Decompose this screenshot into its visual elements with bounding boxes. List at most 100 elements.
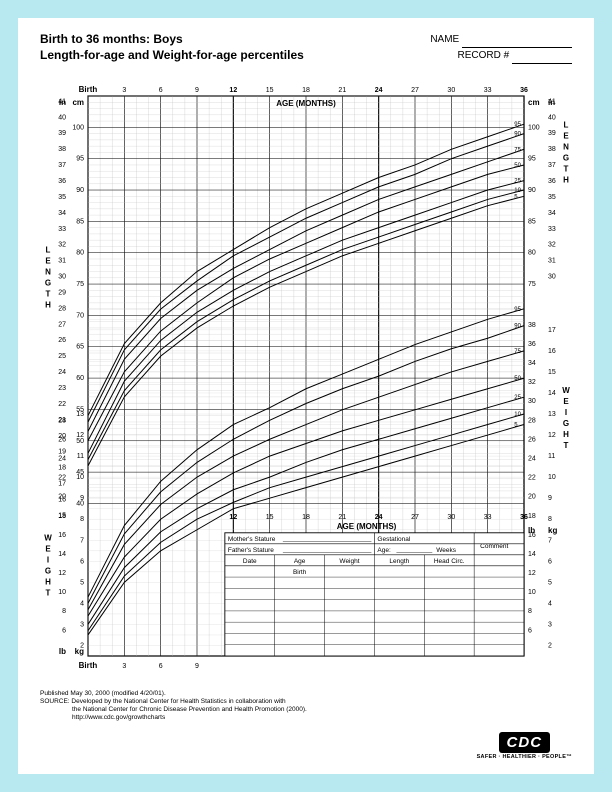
svg-text:lb: lb — [528, 526, 535, 535]
svg-text:24: 24 — [375, 87, 383, 94]
svg-text:18: 18 — [528, 513, 536, 520]
svg-text:5: 5 — [80, 579, 84, 586]
svg-text:26: 26 — [58, 337, 66, 344]
svg-text:95: 95 — [514, 307, 521, 313]
svg-text:12: 12 — [58, 570, 66, 577]
svg-text:6: 6 — [159, 663, 163, 670]
svg-text:27: 27 — [58, 321, 66, 328]
svg-text:75: 75 — [514, 147, 521, 153]
svg-text:H: H — [45, 577, 51, 586]
svg-text:80: 80 — [76, 250, 84, 257]
svg-text:E: E — [45, 257, 51, 266]
svg-text:Weeks: Weeks — [436, 547, 456, 554]
footer-line-4: http://www.cdc.gov/growthcharts — [40, 714, 572, 722]
svg-text:30: 30 — [58, 274, 66, 281]
record-field[interactable] — [512, 63, 572, 64]
svg-text:28: 28 — [528, 417, 536, 424]
svg-text:80: 80 — [528, 250, 536, 257]
svg-text:2: 2 — [548, 642, 552, 649]
svg-text:24: 24 — [375, 514, 383, 521]
svg-text:95: 95 — [76, 156, 84, 163]
svg-text:N: N — [45, 268, 51, 277]
svg-text:36: 36 — [528, 341, 536, 348]
svg-text:11: 11 — [548, 453, 555, 460]
svg-text:13: 13 — [76, 411, 84, 418]
svg-text:25: 25 — [514, 179, 521, 185]
svg-text:50: 50 — [514, 163, 521, 169]
svg-text:24: 24 — [58, 455, 66, 462]
svg-text:22: 22 — [58, 475, 66, 482]
svg-text:36: 36 — [520, 514, 528, 521]
svg-text:33: 33 — [548, 226, 556, 233]
svg-text:20: 20 — [528, 494, 536, 501]
growth-chart: Birth369121518212427303336AGE (MONTHS)Bi… — [40, 68, 572, 688]
svg-text:L: L — [46, 246, 51, 255]
svg-text:T: T — [46, 290, 51, 299]
header-left: Birth to 36 months: Boys Length-for-age … — [40, 32, 304, 64]
svg-text:Age: Age — [294, 558, 306, 565]
svg-text:8: 8 — [62, 608, 66, 615]
svg-text:90: 90 — [76, 187, 84, 194]
svg-text:4: 4 — [80, 600, 84, 607]
svg-text:95: 95 — [528, 156, 536, 163]
svg-text:33: 33 — [484, 514, 492, 521]
svg-text:10: 10 — [514, 412, 521, 418]
svg-text:75: 75 — [528, 281, 536, 288]
svg-text:E: E — [45, 544, 51, 553]
svg-text:H: H — [45, 301, 51, 310]
svg-text:37: 37 — [58, 162, 66, 169]
svg-text:in: in — [59, 98, 66, 107]
svg-text:8: 8 — [528, 608, 532, 615]
svg-text:6: 6 — [548, 558, 552, 565]
svg-text:90: 90 — [528, 187, 536, 194]
svg-text:24: 24 — [58, 369, 66, 376]
svg-text:27: 27 — [411, 87, 419, 94]
svg-text:85: 85 — [528, 218, 536, 225]
svg-text:50: 50 — [514, 376, 521, 382]
svg-text:Mother's Stature: Mother's Stature — [228, 536, 276, 543]
svg-text:7: 7 — [548, 537, 552, 544]
svg-text:Length: Length — [389, 558, 409, 565]
svg-text:18: 18 — [58, 513, 66, 520]
svg-text:39: 39 — [58, 130, 66, 137]
svg-text:60: 60 — [76, 375, 84, 382]
cdc-logo: CDC — [499, 732, 551, 753]
svg-text:Birth: Birth — [79, 85, 98, 94]
svg-text:kg: kg — [548, 526, 557, 535]
svg-text:30: 30 — [447, 87, 455, 94]
svg-text:12: 12 — [528, 570, 536, 577]
svg-text:22: 22 — [528, 475, 536, 482]
svg-text:31: 31 — [548, 258, 556, 265]
svg-text:28: 28 — [58, 417, 66, 424]
name-label: NAME — [430, 34, 459, 45]
page: Birth to 36 months: Boys Length-for-age … — [18, 18, 594, 774]
svg-text:36: 36 — [58, 178, 66, 185]
svg-text:15: 15 — [266, 87, 274, 94]
svg-text:Comment: Comment — [480, 543, 508, 550]
svg-text:32: 32 — [58, 242, 66, 249]
svg-text:kg: kg — [75, 647, 84, 656]
svg-text:Weight: Weight — [339, 558, 359, 565]
svg-text:W: W — [562, 386, 570, 395]
svg-text:G: G — [45, 566, 51, 575]
svg-text:cm: cm — [72, 98, 84, 107]
svg-text:35: 35 — [548, 194, 556, 201]
svg-text:E: E — [563, 131, 569, 140]
svg-text:85: 85 — [76, 218, 84, 225]
svg-text:10: 10 — [528, 589, 536, 596]
svg-text:36: 36 — [548, 178, 556, 185]
svg-text:8: 8 — [80, 516, 84, 523]
svg-text:70: 70 — [76, 312, 84, 319]
svg-text:6: 6 — [80, 558, 84, 565]
svg-text:3: 3 — [122, 663, 126, 670]
svg-text:5: 5 — [514, 423, 518, 429]
svg-text:37: 37 — [548, 162, 556, 169]
svg-text:18: 18 — [302, 87, 310, 94]
svg-text:17: 17 — [548, 327, 556, 334]
svg-text:Gestational: Gestational — [377, 536, 410, 543]
svg-text:33: 33 — [484, 87, 492, 94]
svg-text:7: 7 — [80, 537, 84, 544]
svg-text:T: T — [564, 164, 569, 173]
record-label: RECORD # — [458, 50, 510, 61]
svg-text:Head Circ.: Head Circ. — [434, 558, 465, 565]
